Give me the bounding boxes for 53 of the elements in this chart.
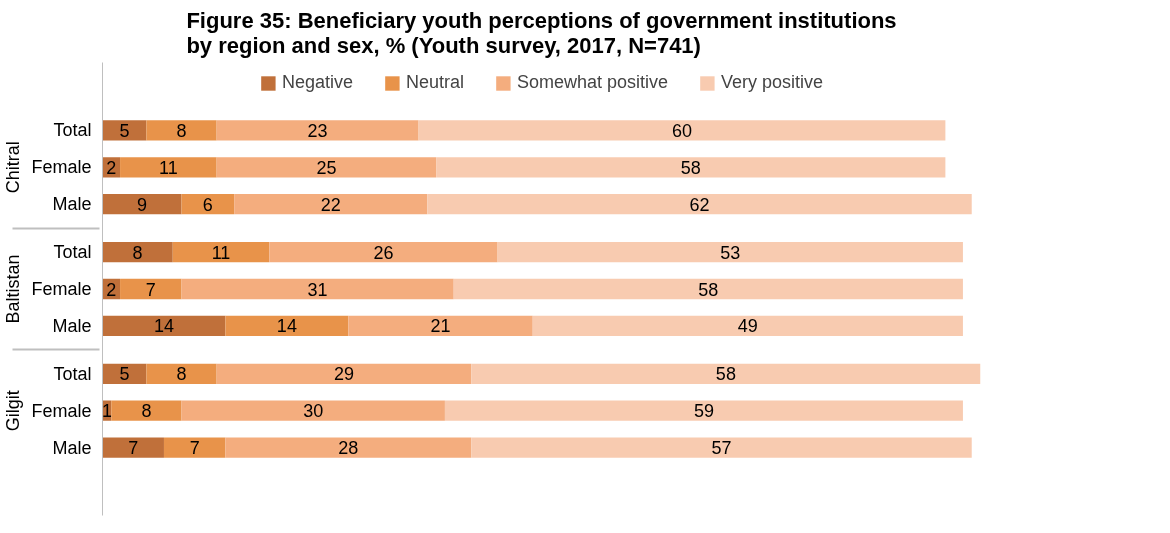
y-tick-label: Male (52, 315, 92, 336)
y-tick-label: Female (31, 279, 92, 299)
legend-label: Very positive (721, 72, 824, 93)
data-label: 8 (176, 364, 187, 385)
data-label: 60 (671, 120, 692, 141)
data-label: 21 (430, 316, 451, 337)
data-label: 11 (211, 242, 231, 263)
chart-title: Figure 35: Beneficiary youth perceptions of government institutions by region and sex, % (Youth survey, 2017, N=741) (186, 7, 897, 58)
data-label: 8 (141, 401, 152, 422)
data-label: 58 (698, 279, 719, 300)
data-label: 7 (189, 438, 200, 459)
data-label: 26 (373, 242, 394, 263)
y-tick-label: Total (53, 120, 92, 141)
data-label: 58 (715, 364, 736, 385)
legend-label: Negative (281, 72, 353, 93)
data-label: 57 (711, 438, 732, 459)
y-tick-label: Total (53, 363, 92, 384)
data-label: 29 (333, 364, 354, 385)
data-label: 5 (119, 364, 130, 385)
data-label: 53 (720, 242, 741, 263)
data-label: 62 (689, 194, 710, 215)
data-label: 7 (128, 438, 139, 459)
data-label: 22 (320, 194, 341, 215)
data-label: 30 (303, 401, 324, 422)
data-label: 1 (101, 401, 112, 422)
data-label: 58 (680, 157, 701, 178)
text: Chitral (3, 141, 24, 194)
data-label: 8 (132, 242, 143, 263)
data-label: 14 (276, 316, 297, 337)
data-label: 25 (316, 157, 337, 178)
data-label: 2 (106, 279, 117, 300)
text: Baltistan (3, 254, 24, 324)
data-label: 6 (202, 194, 213, 215)
y-tick-label: Male (52, 437, 92, 458)
data-label: 8 (176, 120, 187, 141)
data-label: 49 (737, 316, 758, 337)
legend-label: Neutral (405, 72, 464, 93)
data-label: 28 (338, 438, 359, 459)
data-label: 31 (307, 279, 328, 300)
y-tick-label: Female (31, 157, 92, 178)
data-label: 14 (153, 316, 174, 337)
legend-label: Somewhat positive (516, 72, 669, 93)
data-label: 11 (159, 157, 178, 178)
y-tick-label: Female (31, 400, 92, 421)
y-tick-label: Total (53, 242, 92, 263)
y-tick-label: Male (52, 194, 92, 215)
data-label: 5 (119, 120, 130, 141)
data-label: 9 (137, 194, 148, 215)
data-label: 7 (145, 279, 156, 300)
data-label: 23 (307, 120, 328, 141)
data-label: 59 (693, 401, 714, 422)
text: Gilgit (3, 390, 24, 432)
data-label: 2 (106, 157, 117, 178)
